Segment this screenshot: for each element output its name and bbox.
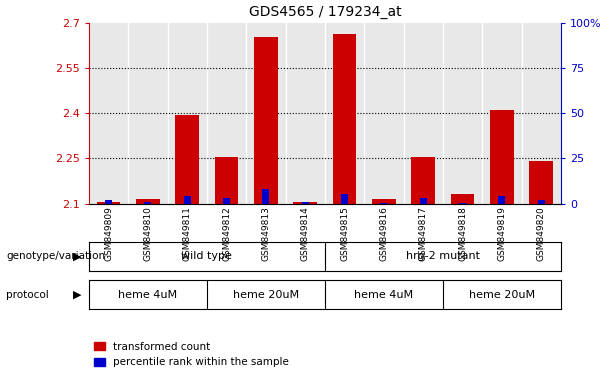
Text: heme 20uM: heme 20uM: [469, 290, 535, 300]
Bar: [522, 23, 561, 204]
Text: genotype/variation: genotype/variation: [6, 251, 105, 262]
Text: heme 4uM: heme 4uM: [118, 290, 177, 300]
Bar: [286, 23, 325, 204]
Text: ▶: ▶: [73, 251, 82, 262]
Legend: transformed count, percentile rank within the sample: transformed count, percentile rank withi…: [94, 342, 289, 367]
Bar: [128, 23, 167, 204]
Bar: [215, 157, 238, 204]
Bar: [372, 199, 395, 204]
Bar: [97, 202, 120, 204]
Bar: [333, 33, 356, 204]
Bar: [294, 202, 317, 204]
Bar: [482, 23, 522, 204]
Bar: [167, 23, 207, 204]
Bar: [105, 200, 112, 204]
Bar: [420, 198, 427, 204]
Bar: [403, 23, 443, 204]
Bar: [325, 23, 364, 204]
Title: GDS4565 / 179234_at: GDS4565 / 179234_at: [249, 5, 401, 19]
Bar: [175, 115, 199, 204]
Bar: [207, 23, 246, 204]
Bar: [451, 195, 474, 204]
Text: protocol: protocol: [6, 290, 49, 300]
Text: hrg-2 mutant: hrg-2 mutant: [406, 251, 480, 262]
Bar: [246, 23, 286, 204]
Bar: [144, 202, 151, 204]
Bar: [262, 189, 270, 204]
Text: wild type: wild type: [181, 251, 232, 262]
Text: heme 20uM: heme 20uM: [233, 290, 299, 300]
Bar: [302, 202, 309, 204]
Bar: [364, 23, 403, 204]
Bar: [411, 157, 435, 204]
Bar: [254, 36, 278, 204]
Bar: [538, 200, 545, 204]
Bar: [89, 23, 128, 204]
Bar: [490, 110, 514, 204]
Bar: [530, 161, 553, 204]
Bar: [136, 199, 159, 204]
Bar: [498, 196, 506, 204]
Text: heme 4uM: heme 4uM: [354, 290, 413, 300]
Bar: [223, 198, 230, 204]
Text: ▶: ▶: [73, 290, 82, 300]
Bar: [341, 195, 348, 204]
Bar: [184, 196, 191, 204]
Bar: [443, 23, 482, 204]
